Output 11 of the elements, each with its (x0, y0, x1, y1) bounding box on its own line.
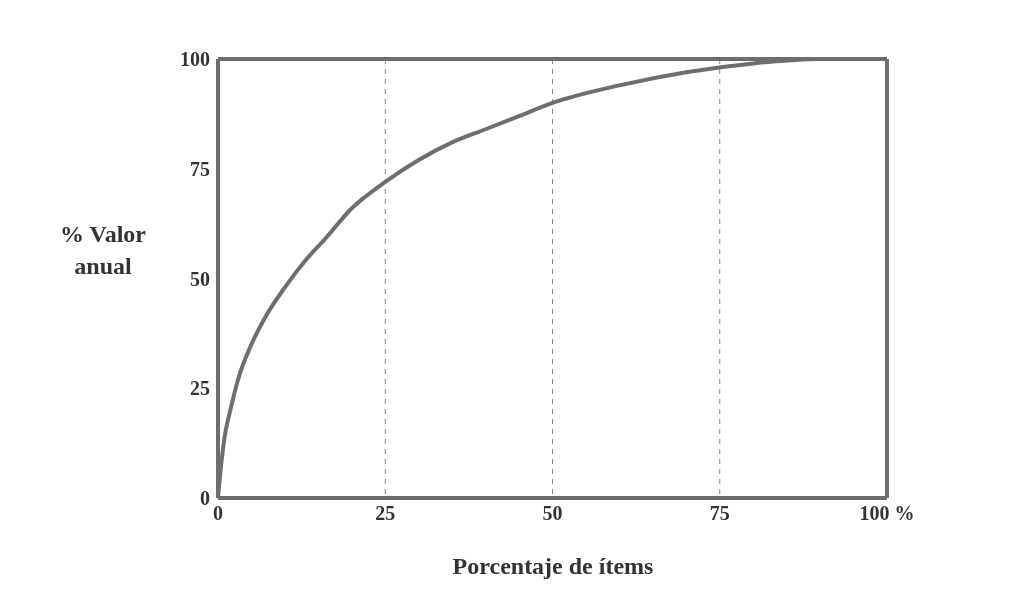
y-tick-label: 0 (200, 487, 210, 510)
x-tick-label: 50 (542, 502, 563, 525)
x-tick-label: 100 % (859, 502, 915, 525)
y-tick-label: 100 (180, 48, 210, 71)
y-tick-label: 75 (190, 157, 210, 180)
y-tick-label: 25 (190, 377, 210, 400)
x-axis-title: Porcentaje de ítems (451, 553, 655, 580)
x-tick-label: 75 (709, 502, 730, 525)
y-tick-label: 50 (190, 267, 210, 290)
x-tick-label: 25 (375, 502, 396, 525)
y-axis-title: % Valor anual (59, 220, 147, 281)
